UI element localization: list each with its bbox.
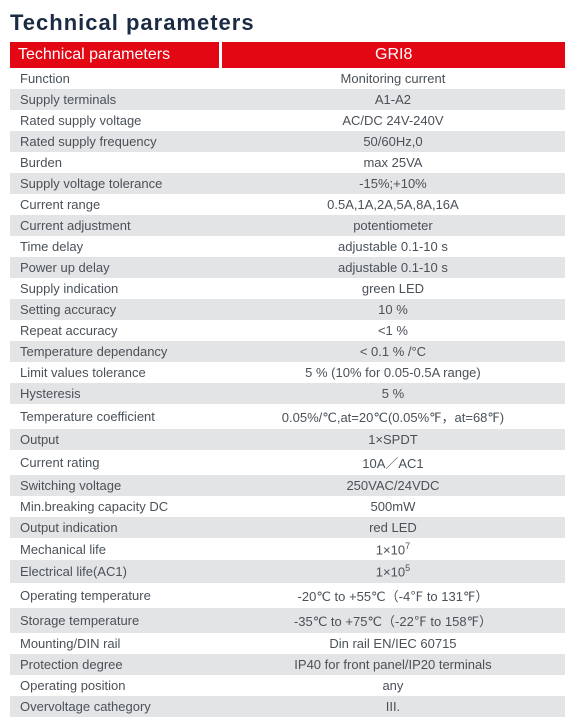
table-row: Power up delayadjustable 0.1-10 s	[10, 257, 565, 278]
row-value: 0.05%/℃,at=20℃(0.05%℉，at=68℉)	[221, 404, 565, 429]
table-row: Setting accuracy10 %	[10, 299, 565, 320]
row-label: Rated supply voltage	[10, 110, 221, 131]
row-label: Mounting/DIN rail	[10, 633, 221, 654]
row-label: Burden	[10, 152, 221, 173]
page-title: Technical parameters	[10, 10, 565, 36]
spec-table: Technical parameters GRI8 FunctionMonito…	[10, 42, 565, 717]
row-value: 50/60Hz,0	[221, 131, 565, 152]
table-row: Current adjustmentpotentiometer	[10, 215, 565, 236]
row-label: Operating position	[10, 675, 221, 696]
row-value: -20℃ to +55℃（-4℉ to 131℉）	[221, 583, 565, 608]
row-value: 250VAC/24VDC	[221, 475, 565, 496]
row-label: Output	[10, 429, 221, 450]
row-label: Mechanical life	[10, 538, 221, 560]
table-row: Min.breaking capacity DC500mW	[10, 496, 565, 517]
row-label: Current rating	[10, 450, 221, 475]
row-label: Rated supply frequency	[10, 131, 221, 152]
table-row: Repeat accuracy<1 %	[10, 320, 565, 341]
row-value: 10A／AC1	[221, 450, 565, 475]
table-row: Current rating10A／AC1	[10, 450, 565, 475]
row-value: IP40 for front panel/IP20 terminals	[221, 654, 565, 675]
row-value: AC/DC 24V-240V	[221, 110, 565, 131]
table-row: Electrical life(AC1)1×105	[10, 560, 565, 582]
table-row: Hysteresis5 %	[10, 383, 565, 404]
table-row: Rated supply frequency50/60Hz,0	[10, 131, 565, 152]
table-row: Supply indicationgreen LED	[10, 278, 565, 299]
row-label: Hysteresis	[10, 383, 221, 404]
table-row: Supply voltage tolerance-15%;+10%	[10, 173, 565, 194]
row-value: <1 %	[221, 320, 565, 341]
table-header: Technical parameters GRI8	[10, 42, 565, 68]
table-row: Mechanical life1×107	[10, 538, 565, 560]
row-value: 500mW	[221, 496, 565, 517]
row-label: Setting accuracy	[10, 299, 221, 320]
row-value: any	[221, 675, 565, 696]
header-left: Technical parameters	[10, 42, 221, 68]
table-row: Operating temperature-20℃ to +55℃（-4℉ to…	[10, 583, 565, 608]
row-label: Output indication	[10, 517, 221, 538]
table-row: Mounting/DIN railDin rail EN/IEC 60715	[10, 633, 565, 654]
row-value: potentiometer	[221, 215, 565, 236]
row-label: Overvoltage cathegory	[10, 696, 221, 717]
table-row: Switching voltage250VAC/24VDC	[10, 475, 565, 496]
row-label: Repeat accuracy	[10, 320, 221, 341]
row-value: 1×SPDT	[221, 429, 565, 450]
table-row: Storage temperature-35℃ to +75℃（-22℉ to …	[10, 608, 565, 633]
row-value: Monitoring current	[221, 68, 565, 89]
row-label: Function	[10, 68, 221, 89]
row-value: 5 % (10% for 0.05-0.5A range)	[221, 362, 565, 383]
row-label: Electrical life(AC1)	[10, 560, 221, 582]
row-label: Supply terminals	[10, 89, 221, 110]
row-label: Switching voltage	[10, 475, 221, 496]
row-value: < 0.1 % /°C	[221, 341, 565, 362]
row-value: green LED	[221, 278, 565, 299]
table-row: Rated supply voltageAC/DC 24V-240V	[10, 110, 565, 131]
row-value: A1-A2	[221, 89, 565, 110]
table-row: Supply terminalsA1-A2	[10, 89, 565, 110]
row-value: -35℃ to +75℃（-22℉ to 158℉）	[221, 608, 565, 633]
table-row: Output1×SPDT	[10, 429, 565, 450]
row-label: Storage temperature	[10, 608, 221, 633]
row-label: Supply indication	[10, 278, 221, 299]
header-right: GRI8	[221, 42, 565, 68]
row-label: Supply voltage tolerance	[10, 173, 221, 194]
table-row: Protection degreeIP40 for front panel/IP…	[10, 654, 565, 675]
row-label: Operating temperature	[10, 583, 221, 608]
row-value: 1×107	[221, 538, 565, 560]
table-row: Burdenmax 25VA	[10, 152, 565, 173]
row-value: red LED	[221, 517, 565, 538]
row-label: Temperature dependancy	[10, 341, 221, 362]
row-value: III.	[221, 696, 565, 717]
row-label: Temperature coefficient	[10, 404, 221, 429]
row-label: Power up delay	[10, 257, 221, 278]
table-row: Temperature dependancy< 0.1 % /°C	[10, 341, 565, 362]
row-value: 1×105	[221, 560, 565, 582]
row-label: Current adjustment	[10, 215, 221, 236]
table-row: Output indicationred LED	[10, 517, 565, 538]
row-value: 10 %	[221, 299, 565, 320]
row-value: Din rail EN/IEC 60715	[221, 633, 565, 654]
row-value: 0.5A,1A,2A,5A,8A,16A	[221, 194, 565, 215]
row-value: adjustable 0.1-10 s	[221, 257, 565, 278]
table-row: Operating positionany	[10, 675, 565, 696]
row-label: Time delay	[10, 236, 221, 257]
row-label: Limit values tolerance	[10, 362, 221, 383]
table-row: Time delayadjustable 0.1-10 s	[10, 236, 565, 257]
row-value: max 25VA	[221, 152, 565, 173]
row-value: -15%;+10%	[221, 173, 565, 194]
table-row: FunctionMonitoring current	[10, 68, 565, 89]
row-value: 5 %	[221, 383, 565, 404]
table-row: Overvoltage cathegoryIII.	[10, 696, 565, 717]
table-row: Limit values tolerance5 % (10% for 0.05-…	[10, 362, 565, 383]
row-label: Min.breaking capacity DC	[10, 496, 221, 517]
row-label: Protection degree	[10, 654, 221, 675]
table-row: Current range0.5A,1A,2A,5A,8A,16A	[10, 194, 565, 215]
row-label: Current range	[10, 194, 221, 215]
row-value: adjustable 0.1-10 s	[221, 236, 565, 257]
table-row: Temperature coefficient0.05%/℃,at=20℃(0.…	[10, 404, 565, 429]
